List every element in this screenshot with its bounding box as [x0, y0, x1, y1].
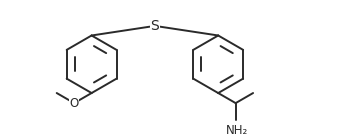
Text: S: S — [151, 19, 159, 33]
Text: NH₂: NH₂ — [226, 124, 248, 137]
Text: O: O — [70, 97, 79, 110]
